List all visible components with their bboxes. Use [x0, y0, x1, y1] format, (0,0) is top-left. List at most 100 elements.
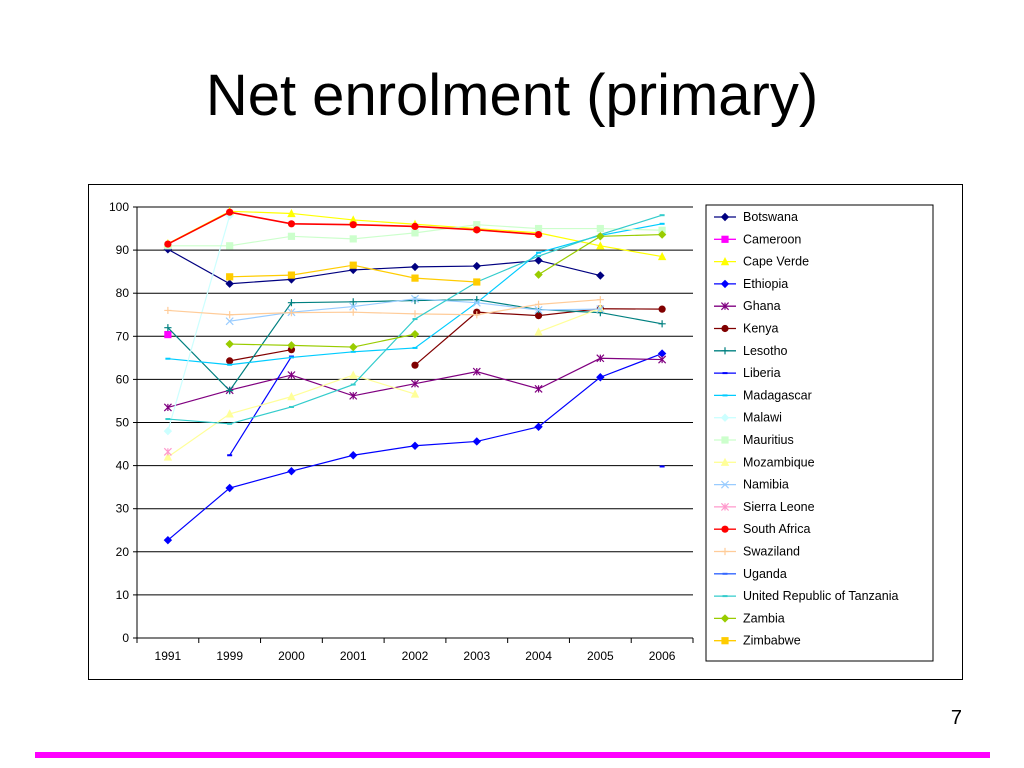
data-point [472, 437, 481, 446]
legend-marker [721, 436, 729, 444]
legend-label: Malawi [743, 411, 782, 425]
data-point [411, 361, 419, 369]
series-sierra-leone [163, 447, 172, 456]
data-point [226, 273, 234, 281]
legend-label: Ghana [743, 299, 781, 313]
data-point [287, 220, 296, 228]
data-point [412, 346, 418, 349]
series-line [229, 356, 292, 456]
x-tick-label: 1991 [155, 649, 182, 663]
data-point [596, 296, 604, 304]
y-tick-label: 40 [116, 459, 130, 473]
legend-label: Sierra Leone [743, 500, 815, 514]
series-malawi [163, 211, 234, 436]
data-point [411, 310, 419, 318]
data-point [596, 241, 605, 250]
series-liberia [227, 355, 665, 468]
legend-marker [721, 525, 729, 533]
data-point [225, 409, 234, 418]
data-point [658, 355, 667, 364]
data-point [410, 441, 420, 450]
series-line [229, 333, 416, 348]
data-point [227, 422, 233, 425]
legend-item-cape-verde: Cape Verde [714, 255, 809, 269]
data-point [534, 224, 543, 233]
legend-item-uganda: Uganda [714, 567, 787, 581]
page-number: 7 [950, 707, 962, 729]
data-point [164, 240, 172, 248]
legend-label: Lesotho [743, 344, 788, 358]
y-tick-label: 30 [116, 502, 130, 516]
legend-item-zambia: Zambia [714, 611, 785, 625]
legend-item-south-africa: South Africa [714, 522, 810, 536]
legend-marker [721, 547, 729, 556]
series-mozambique [163, 303, 605, 461]
series-cameroon [164, 330, 172, 339]
data-point [473, 226, 481, 234]
data-point [350, 383, 356, 386]
x-tick-label: 2002 [402, 649, 429, 663]
legend-label: Cape Verde [743, 255, 809, 269]
legend-label: Uganda [743, 567, 787, 581]
y-tick-label: 0 [122, 631, 129, 645]
line-chart: 0 10 20 30 40 50 60 70 80 90 100 1991 1999 2000 2001 20… [109, 200, 934, 663]
x-tick-label: 2000 [278, 649, 305, 663]
data-point [657, 230, 667, 239]
legend-box [705, 204, 934, 662]
data-point [349, 308, 357, 316]
data-point [349, 451, 358, 460]
x-tick-label: 1999 [216, 649, 243, 663]
data-point [349, 261, 357, 269]
data-point [288, 356, 294, 359]
data-point [349, 215, 358, 224]
data-point [349, 342, 358, 352]
data-point [412, 318, 418, 321]
data-point [287, 392, 296, 401]
data-point [596, 303, 605, 312]
data-point [163, 452, 173, 461]
series-namibia [225, 294, 605, 326]
data-point [473, 311, 481, 319]
legend-item-liberia: Liberia [714, 366, 781, 380]
data-point [163, 447, 172, 456]
legend-label: South Africa [743, 522, 810, 536]
data-point [596, 354, 605, 363]
legend-label: Mozambique [743, 455, 815, 469]
chart-frame: 0 10 20 30 40 50 60 70 80 90 100 1991 1999 2000 2001 20… [88, 184, 963, 680]
data-point [596, 373, 605, 382]
legend-label: Liberia [743, 366, 781, 380]
data-point [596, 305, 605, 314]
legend-label: Zambia [743, 611, 785, 625]
x-tick-label: 2005 [587, 649, 614, 663]
y-tick-label: 10 [116, 588, 130, 602]
data-point [349, 221, 357, 229]
data-point [657, 349, 667, 358]
data-point [410, 262, 420, 272]
legend-marker [720, 257, 730, 266]
series-line [167, 374, 416, 458]
data-point [657, 251, 667, 261]
legend-item-swaziland: Swaziland [714, 545, 800, 559]
data-point [536, 255, 542, 258]
data-point [226, 242, 234, 250]
data-point [226, 208, 234, 216]
y-tick-label: 70 [116, 329, 130, 343]
data-point [226, 357, 234, 365]
legend-marker [720, 614, 730, 623]
legend-item-cameroon: Cameroon [714, 232, 801, 246]
legend-marker [721, 324, 729, 333]
legend-marker [720, 279, 730, 289]
data-point [287, 467, 296, 476]
legend-marker [721, 235, 729, 243]
legend-item-mauritius: Mauritius [714, 433, 794, 447]
y-tick-label: 100 [109, 200, 129, 214]
data-point [658, 226, 666, 234]
data-point [225, 339, 234, 349]
data-point [287, 371, 296, 380]
series-zimbabwe [226, 261, 481, 286]
data-point [659, 214, 665, 217]
data-point [226, 387, 234, 395]
data-point [534, 312, 543, 320]
legend-label: United Republic of Tanzania [743, 589, 898, 603]
data-point [225, 279, 234, 288]
